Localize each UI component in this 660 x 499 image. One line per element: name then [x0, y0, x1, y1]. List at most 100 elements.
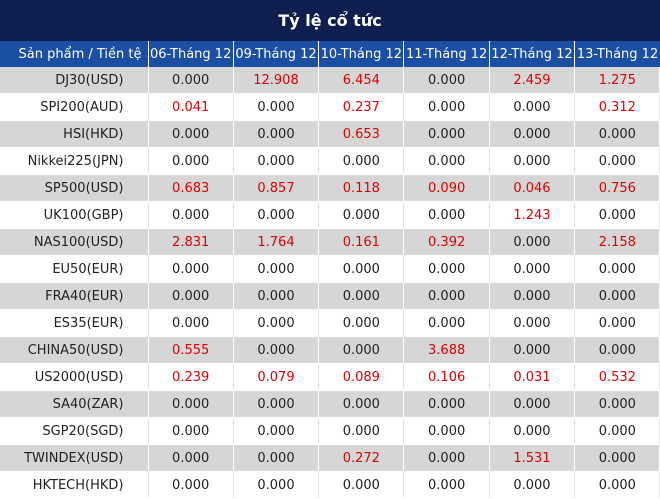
- value-cell: 0.000: [489, 147, 576, 175]
- value-cell: 0.000: [148, 201, 234, 229]
- value-cell: 2.831: [148, 228, 234, 256]
- value-cell: 0.000: [233, 390, 320, 418]
- value-cell: 2.158: [574, 228, 660, 256]
- table-row: Nikkei225(JPN) 0.000 0.000 0.000 0.000 0.000 0…: [0, 147, 660, 175]
- value-cell: 1.531: [489, 444, 576, 472]
- value-cell: 0.000: [318, 336, 405, 364]
- table-row: SPI200(AUD) 0.041 0.000 0.237 0.000 0.000 0.31…: [0, 93, 660, 121]
- value-cell: 0.000: [318, 390, 405, 418]
- value-cell: 12.908: [233, 67, 320, 94]
- value-cell: 0.000: [574, 282, 660, 310]
- table-row: SA40(ZAR) 0.000 0.000 0.000 0.000 0.000 0.000: [0, 390, 660, 418]
- table-row: EU50(EUR) 0.000 0.000 0.000 0.000 0.000 0.000: [0, 255, 660, 283]
- value-cell: 0.532: [574, 363, 660, 391]
- value-cell: 0.000: [489, 417, 576, 445]
- value-cell: 0.000: [233, 201, 320, 229]
- value-cell: 0.106: [403, 363, 490, 391]
- header-date: 11-Tháng 12: [403, 41, 490, 67]
- value-cell: 0.000: [148, 282, 234, 310]
- value-cell: 0.000: [574, 147, 660, 175]
- value-cell: 0.000: [403, 147, 490, 175]
- table-row: CHINA50(USD) 0.555 0.000 0.000 3.688 0.000 0.0…: [0, 336, 660, 364]
- value-cell: 0.000: [574, 336, 660, 364]
- table-title: Tỷ lệ cổ tức: [0, 0, 660, 41]
- value-cell: 0.857: [233, 174, 320, 202]
- product-cell: FRA40(EUR): [0, 282, 149, 310]
- value-cell: 0.000: [574, 255, 660, 283]
- value-cell: 0.756: [574, 174, 660, 202]
- table-row: HSI(HKD) 0.000 0.000 0.653 0.000 0.000 0.000: [0, 120, 660, 148]
- value-cell: 0.000: [233, 444, 320, 472]
- value-cell: 0.000: [574, 471, 660, 499]
- value-cell: 0.237: [318, 93, 405, 121]
- product-cell: SPI200(AUD): [0, 93, 149, 121]
- value-cell: 0.000: [318, 282, 405, 310]
- table-row: ES35(EUR) 0.000 0.000 0.000 0.000 0.000 0.000: [0, 309, 660, 337]
- product-cell: EU50(EUR): [0, 255, 149, 283]
- value-cell: 0.000: [489, 120, 576, 148]
- product-cell: ES35(EUR): [0, 309, 149, 337]
- table-row: SGP20(SGD) 0.000 0.000 0.000 0.000 0.000 0.000: [0, 417, 660, 445]
- value-cell: 0.000: [233, 147, 320, 175]
- value-cell: 0.000: [318, 471, 405, 499]
- table-row: DJ30(USD) 0.000 12.908 6.454 0.000 2.459 1.275: [0, 67, 660, 94]
- value-cell: 0.000: [318, 147, 405, 175]
- value-cell: 0.000: [574, 390, 660, 418]
- table-body: DJ30(USD) 0.000 12.908 6.454 0.000 2.459 1.275…: [0, 67, 660, 499]
- header-date: 06-Tháng 12: [148, 41, 234, 67]
- value-cell: 0.000: [233, 255, 320, 283]
- value-cell: 0.000: [148, 147, 234, 175]
- product-cell: Nikkei225(JPN): [0, 147, 149, 175]
- value-cell: 0.000: [403, 67, 490, 94]
- value-cell: 0.000: [233, 120, 320, 148]
- value-cell: 0.000: [489, 336, 576, 364]
- table-row: TWINDEX(USD) 0.000 0.000 0.272 0.000 1.531 0.0…: [0, 444, 660, 472]
- value-cell: 0.161: [318, 228, 405, 256]
- value-cell: 0.000: [489, 390, 576, 418]
- value-cell: 0.090: [403, 174, 490, 202]
- value-cell: 2.459: [489, 67, 576, 94]
- value-cell: 0.000: [403, 93, 490, 121]
- value-cell: 0.000: [489, 282, 576, 310]
- value-cell: 0.000: [148, 444, 234, 472]
- value-cell: 0.031: [489, 363, 576, 391]
- value-cell: 0.118: [318, 174, 405, 202]
- table-row: FRA40(EUR) 0.000 0.000 0.000 0.000 0.000 0.000: [0, 282, 660, 310]
- value-cell: 0.000: [233, 336, 320, 364]
- header-product: Sản phẩm / Tiền tệ: [0, 41, 149, 67]
- product-cell: TWINDEX(USD): [0, 444, 149, 472]
- value-cell: 0.000: [233, 309, 320, 337]
- value-cell: 0.000: [318, 417, 405, 445]
- value-cell: 0.000: [233, 93, 320, 121]
- value-cell: 1.764: [233, 228, 320, 256]
- value-cell: 0.000: [403, 282, 490, 310]
- value-cell: 0.000: [148, 309, 234, 337]
- value-cell: 0.000: [574, 417, 660, 445]
- value-cell: 0.000: [574, 444, 660, 472]
- value-cell: 0.392: [403, 228, 490, 256]
- product-cell: HSI(HKD): [0, 120, 149, 148]
- header-date: 09-Tháng 12: [233, 41, 320, 67]
- table-header: Sản phẩm / Tiền tệ 06-Tháng 12 09-Tháng …: [0, 41, 660, 67]
- value-cell: 0.000: [148, 471, 234, 499]
- value-cell: 0.000: [489, 228, 576, 256]
- value-cell: 0.000: [233, 471, 320, 499]
- value-cell: 0.000: [403, 120, 490, 148]
- value-cell: 0.046: [489, 174, 576, 202]
- value-cell: 0.000: [148, 255, 234, 283]
- value-cell: 0.239: [148, 363, 234, 391]
- value-cell: 0.000: [489, 93, 576, 121]
- value-cell: 1.243: [489, 201, 576, 229]
- value-cell: 0.000: [574, 309, 660, 337]
- product-cell: SA40(ZAR): [0, 390, 149, 418]
- header-row: Sản phẩm / Tiền tệ 06-Tháng 12 09-Tháng …: [0, 41, 660, 67]
- value-cell: 0.000: [318, 255, 405, 283]
- value-cell: 0.000: [233, 417, 320, 445]
- table-row: NAS100(USD) 2.831 1.764 0.161 0.392 0.000 2.15…: [0, 228, 660, 256]
- value-cell: 0.000: [148, 120, 234, 148]
- value-cell: 0.000: [574, 201, 660, 229]
- product-cell: HKTECH(HKD): [0, 471, 149, 499]
- value-cell: 0.000: [403, 201, 490, 229]
- product-cell: CHINA50(USD): [0, 336, 149, 364]
